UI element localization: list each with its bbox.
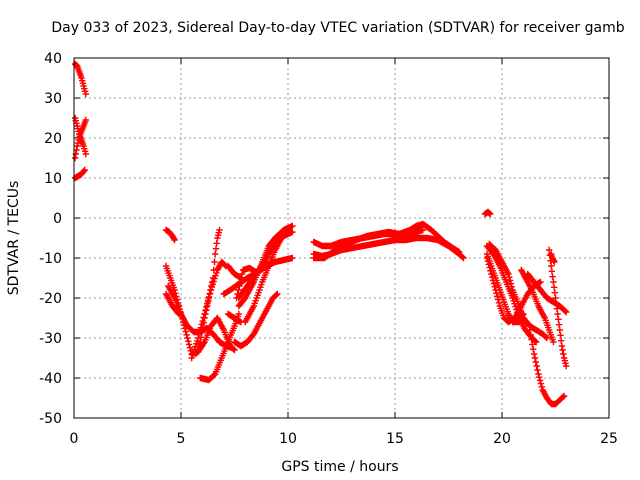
data-point-marks (71, 116, 89, 162)
data-point-marks (310, 220, 463, 262)
y-tick-label: -50 (39, 411, 62, 427)
data-point-marks (231, 290, 281, 350)
data-point-marks (242, 234, 285, 326)
series-arc-17 (235, 228, 296, 302)
data-point-marks (71, 166, 88, 182)
series-arc-1 (71, 60, 89, 98)
series-arc-22 (310, 220, 463, 262)
series-arc-30 (526, 326, 568, 408)
data-point-marks (548, 250, 558, 266)
series-arc-26 (483, 250, 527, 326)
y-axis-label: SDTVAR / TECUs (6, 181, 22, 296)
data-point-marks (224, 310, 245, 326)
x-tick-label: 20 (493, 431, 511, 447)
x-tick-label: 15 (386, 431, 404, 447)
series-arc-32 (548, 250, 558, 266)
series-arc-4 (71, 166, 88, 182)
series-arc-19 (242, 234, 285, 326)
data-point-marks (162, 290, 183, 318)
y-tick-label: -10 (39, 251, 62, 267)
series-arc-18 (235, 222, 296, 310)
y-tick-label: -30 (39, 331, 62, 347)
data-point-marks (235, 222, 296, 310)
data-point-marks (71, 60, 89, 98)
series-arc-25 (486, 240, 551, 342)
y-tick-label: 10 (44, 171, 62, 187)
series-arc-10 (192, 226, 223, 358)
data-point-marks (192, 226, 223, 358)
y-tick-label: 40 (44, 51, 62, 67)
data-point-marks (518, 266, 557, 346)
y-tick-label: -20 (39, 291, 62, 307)
y-tick-label: -40 (39, 371, 62, 387)
data-point-marks (524, 270, 570, 316)
series-arc-5 (162, 226, 178, 244)
data-point-marks (483, 250, 527, 326)
x-tick-label: 5 (177, 431, 186, 447)
series-arc-3 (71, 116, 89, 162)
y-tick-label: 20 (44, 131, 62, 147)
series-arc-11 (197, 310, 242, 384)
data-point-marks (235, 228, 296, 302)
series-arc-28 (518, 266, 557, 346)
data-point-marks (197, 310, 242, 384)
plot-frame (73, 57, 610, 419)
grid-lines (74, 58, 609, 418)
y-tick-label: 30 (44, 91, 62, 107)
data-points (71, 60, 570, 408)
chart-title: Day 033 of 2023, Sidereal Day-to-day VTE… (51, 20, 624, 36)
data-point-marks (526, 326, 568, 408)
series-arc-29 (524, 270, 570, 316)
data-point-marks (481, 208, 494, 218)
series-arc-23 (481, 208, 494, 218)
x-tick-label: 0 (70, 431, 79, 447)
data-point-marks (486, 240, 551, 342)
x-tick-label: 25 (600, 431, 618, 447)
y-tick-label: 0 (53, 211, 62, 227)
data-point-marks (162, 226, 178, 244)
series-arc-15 (231, 290, 281, 350)
series-arc-13 (224, 310, 245, 326)
series-arc-8 (162, 290, 183, 318)
x-tick-label: 10 (279, 431, 297, 447)
x-axis-label: GPS time / hours (281, 459, 398, 475)
